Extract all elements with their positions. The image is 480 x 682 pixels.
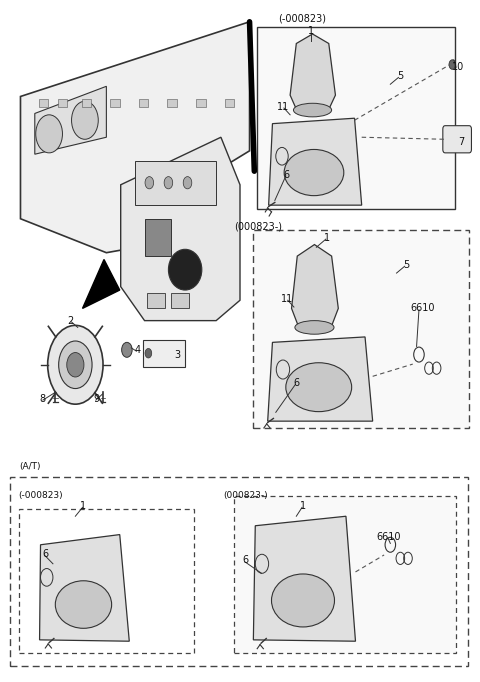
Text: 11: 11 — [277, 102, 289, 112]
Bar — [10, 477, 468, 666]
Circle shape — [48, 325, 103, 404]
Text: (-000823): (-000823) — [278, 14, 326, 23]
Circle shape — [67, 353, 84, 377]
Text: (000823-): (000823-) — [234, 222, 282, 232]
Circle shape — [145, 349, 152, 358]
Bar — [257, 27, 455, 209]
Circle shape — [72, 101, 98, 139]
Ellipse shape — [295, 321, 334, 334]
Polygon shape — [83, 259, 120, 308]
Bar — [139, 98, 148, 106]
Bar — [135, 161, 216, 205]
Bar — [143, 340, 185, 367]
Circle shape — [145, 177, 154, 189]
Text: 6: 6 — [284, 170, 290, 179]
Bar — [58, 98, 67, 106]
Text: 1: 1 — [81, 501, 86, 511]
Text: 4: 4 — [134, 345, 141, 355]
Text: 6: 6 — [42, 548, 48, 559]
Text: 6610: 6610 — [377, 531, 401, 542]
Polygon shape — [35, 87, 107, 154]
Text: 8: 8 — [39, 394, 45, 404]
Ellipse shape — [293, 103, 332, 117]
Polygon shape — [253, 516, 356, 641]
Polygon shape — [120, 137, 240, 321]
FancyBboxPatch shape — [443, 125, 471, 153]
Ellipse shape — [272, 574, 335, 627]
Polygon shape — [21, 22, 250, 253]
Circle shape — [183, 177, 192, 189]
Bar — [147, 293, 165, 308]
Bar — [171, 293, 189, 308]
Text: 2: 2 — [68, 316, 74, 325]
Text: 7: 7 — [458, 137, 464, 147]
Bar — [168, 98, 177, 106]
Text: (-000823): (-000823) — [18, 491, 63, 501]
Text: 6: 6 — [243, 555, 249, 565]
Bar — [234, 496, 456, 653]
Polygon shape — [291, 245, 338, 331]
Text: 1: 1 — [308, 26, 314, 35]
Bar — [196, 98, 205, 106]
Bar — [144, 219, 171, 256]
Circle shape — [59, 341, 92, 389]
Ellipse shape — [286, 363, 352, 412]
Text: 1: 1 — [324, 233, 330, 243]
Text: 9: 9 — [94, 394, 100, 404]
Bar — [253, 230, 469, 428]
Text: 5: 5 — [403, 260, 409, 270]
Polygon shape — [39, 535, 129, 641]
Bar — [225, 98, 234, 106]
Polygon shape — [268, 337, 372, 421]
Ellipse shape — [168, 250, 202, 290]
Text: 10: 10 — [453, 62, 465, 72]
Ellipse shape — [55, 581, 112, 628]
Bar — [82, 98, 91, 106]
Text: 1: 1 — [300, 501, 306, 511]
Polygon shape — [290, 34, 336, 113]
Bar — [110, 98, 120, 106]
Text: 5: 5 — [397, 71, 403, 81]
Text: (000823-): (000823-) — [223, 491, 268, 501]
Text: 6610: 6610 — [410, 303, 434, 314]
Circle shape — [36, 115, 62, 153]
Ellipse shape — [284, 149, 344, 196]
Bar — [38, 98, 48, 106]
Text: 3: 3 — [174, 350, 180, 359]
Text: 6: 6 — [293, 378, 300, 388]
Text: (A/T): (A/T) — [20, 462, 41, 471]
Bar — [19, 509, 194, 653]
Circle shape — [164, 177, 173, 189]
Circle shape — [449, 60, 456, 70]
Circle shape — [121, 342, 132, 357]
Text: 11: 11 — [281, 294, 293, 304]
Polygon shape — [269, 118, 362, 205]
